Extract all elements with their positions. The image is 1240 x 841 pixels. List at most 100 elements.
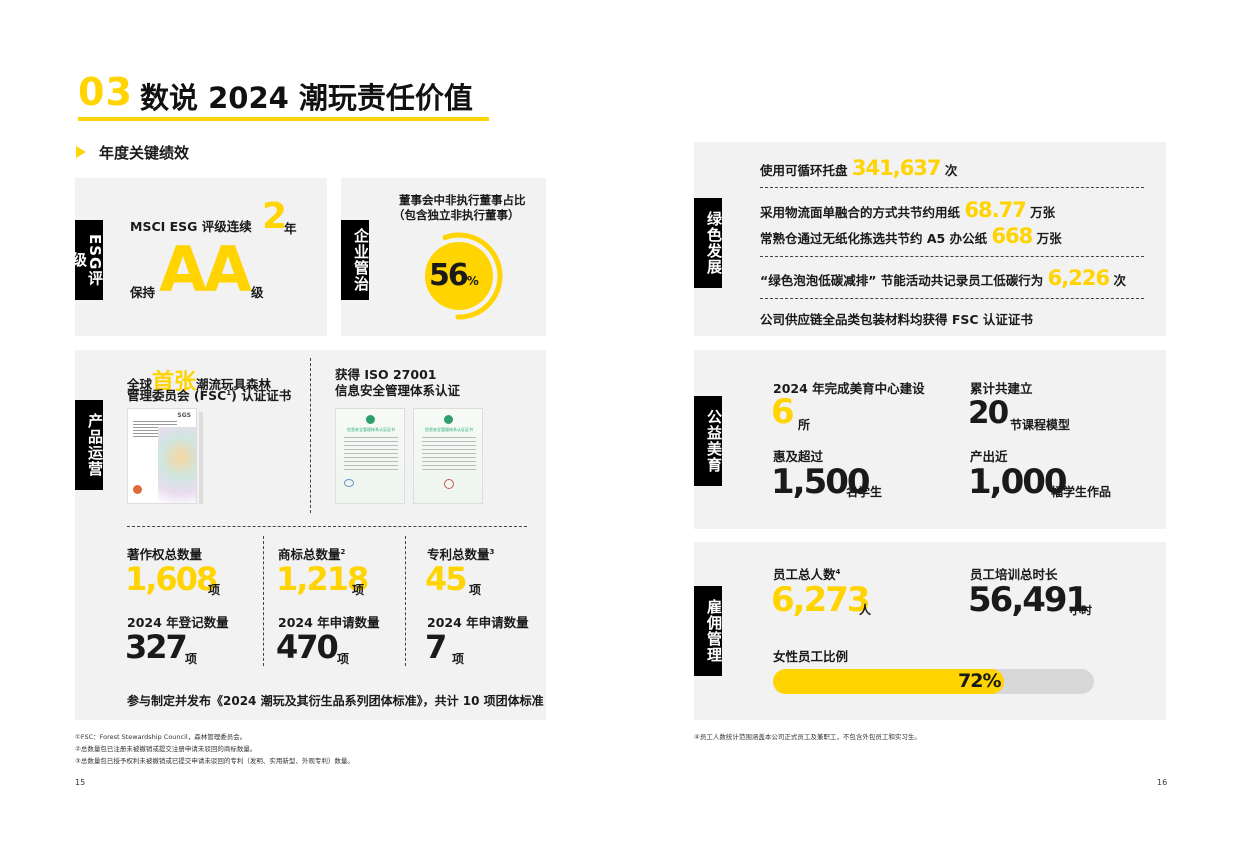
green-line4-text: “绿色泡泡低碳减排” 节能活动共记录员工低碳行为 <box>760 273 1044 288</box>
esg-line1-text: MSCI ESG 评级连续 <box>130 219 252 234</box>
footnote-2: ②总数量包已注册未被撤销或提交注册申请未驳回的商标数量。 <box>75 745 257 753</box>
welfare-c-label: 惠及超过 <box>773 449 824 464</box>
copyright-unit: 项 <box>208 583 221 597</box>
page-number-left: 15 <box>75 778 86 787</box>
governance-value-unit: % <box>466 274 479 288</box>
product-divider-horizontal <box>127 526 527 527</box>
esg-years-unit: 年 <box>284 221 297 236</box>
esg-years: 2 <box>262 196 287 237</box>
iso-cert-seal-icon <box>344 479 354 487</box>
employment-b-unit: 小时 <box>1070 604 1092 617</box>
trademark-value: 1,218 <box>276 560 369 598</box>
cert-art <box>158 427 196 503</box>
welfare-panel: 公益美育 2024 年完成美育中心建设 6 所 累计共建立 20 节课程模型 惠… <box>694 350 1166 529</box>
fsc-sup: 1 <box>226 388 232 397</box>
page-number-right: 16 <box>1157 778 1168 787</box>
footnote-1: ①FSC：Forest Stewardship Council，森林管理委员会。 <box>75 733 247 741</box>
copyright-label: 著作权总数量 <box>127 547 203 562</box>
fsc-line2: 管理委员会 (FSC1) 认证证书 <box>127 385 291 404</box>
patent-sub-label: 2024 年申请数量 <box>427 615 529 630</box>
green-line1-text: 使用可循环托盘 <box>760 163 848 178</box>
welfare-a-unit: 所 <box>798 418 811 432</box>
welfare-b-label: 累计共建立 <box>970 381 1033 396</box>
patent-sub-unit: 项 <box>452 652 465 666</box>
copyright-sub-label: 2024 年登记数量 <box>127 615 229 630</box>
trademark-label-text: 商标总数量 <box>278 547 341 562</box>
donut-arc <box>442 232 503 320</box>
trademark-sub-label: 2024 年申请数量 <box>278 615 380 630</box>
green-divider-2 <box>760 256 1144 257</box>
iso-cert-lines-2 <box>422 437 476 471</box>
green-line-4: “绿色泡泡低碳减排” 节能活动共记录员工低碳行为 6,226 次 <box>760 266 1126 290</box>
esg-rating-unit: 级 <box>251 285 264 300</box>
fsc-pre: 全球 <box>127 377 153 392</box>
iso-cert-logo-icon <box>366 415 375 424</box>
female-ratio-label: 女性员工比例 <box>773 649 849 664</box>
iso-cert-title-2: 信息安全管理体系认证证书 <box>425 427 473 432</box>
governance-donut <box>415 232 503 320</box>
employment-b-value: 56,491 <box>968 580 1089 620</box>
employment-a-label-text: 员工总人数 <box>773 567 836 582</box>
fsc-line2-text: 管理委员会 (FSC <box>127 388 227 403</box>
green-line-1: 使用可循环托盘 341,637 次 <box>760 156 957 180</box>
employment-b-label: 员工培训总时长 <box>970 567 1058 582</box>
employment-panel: 雇佣管理 员工总人数4 6,273 人 员工培训总时长 56,491 小时 女性… <box>694 542 1166 720</box>
employment-a-label: 员工总人数4 <box>773 564 840 583</box>
footnote-3: ③总数量包已授予权利未被撤销或已提交申请未驳回的专利（发明、实用新型、外观专利）… <box>75 757 354 765</box>
esg-tab: ESG评级 <box>70 220 104 300</box>
fsc-line2-post: ) 认证证书 <box>231 388 292 403</box>
iso-certificate-image-2: 信息安全管理体系认证证书 <box>413 408 483 504</box>
green-line-3: 常熟仓通过无纸化拣选共节约 A5 办公纸 668 万张 <box>760 224 1062 248</box>
green-line4-unit: 次 <box>1113 273 1126 288</box>
trademark-sub-value: 470 <box>276 628 339 666</box>
group-standard-text: 参与制定并发布《2024 潮玩及其衍生品系列团体标准》，共计 10 项团体标准 <box>127 694 544 708</box>
cert-stamp-icon <box>133 485 142 494</box>
green-line4-value: 6,226 <box>1047 266 1110 290</box>
esg-line2: 保持 <box>130 285 156 300</box>
governance-tab: 企业管治 <box>341 220 370 300</box>
green-line3-unit: 万张 <box>1036 231 1062 246</box>
fsc-highlight: 首张 <box>152 370 197 395</box>
welfare-c-unit: 名学生 <box>846 485 883 499</box>
governance-value-number: 56 <box>429 258 469 293</box>
iso-certificate-image-1: 信息安全管理体系认证证书 <box>335 408 405 504</box>
section-triangle-icon <box>76 146 86 158</box>
product-tab: 产品运营 <box>75 400 104 490</box>
copyright-value: 1,608 <box>125 560 218 598</box>
welfare-c-value: 1,500 <box>771 462 871 502</box>
female-ratio-fill <box>773 669 1004 694</box>
patent-label-text: 专利总数量 <box>427 547 490 562</box>
green-divider-1 <box>760 187 1144 188</box>
employment-a-sup: 4 <box>835 567 841 576</box>
welfare-d-unit: 幅学生作品 <box>1051 485 1112 499</box>
trademark-sub-unit: 项 <box>337 652 350 666</box>
fsc-line1: 全球首张潮流玩具森林 <box>127 364 271 396</box>
section-heading: 年度关键绩效 <box>99 144 190 162</box>
page-title: 数说 2024 潮玩责任价值 <box>140 81 473 115</box>
green-line2-text: 采用物流面单融合的方式共节约用纸 <box>760 205 961 220</box>
female-ratio-value: 72% <box>958 670 1001 692</box>
green-line3-text: 常熟仓通过无纸化拣选共节约 A5 办公纸 <box>760 231 988 246</box>
trademark-label: 商标总数量2 <box>278 544 345 563</box>
green-divider-3 <box>760 298 1144 299</box>
iso-cert-lines <box>344 437 398 471</box>
stats-divider-1 <box>263 536 264 666</box>
green-line1-value: 341,637 <box>851 156 942 180</box>
green-line2-unit: 万张 <box>1030 205 1056 220</box>
footnote-4: ④员工人数统计范围涵盖本公司正式员工及兼职工，不包含外包员工和实习生。 <box>694 733 921 741</box>
title-underline <box>78 117 489 121</box>
female-ratio-bar: 72% <box>773 669 1094 694</box>
green-line2-value: 68.77 <box>964 198 1026 222</box>
cert-shadow <box>199 412 203 504</box>
fsc-certificate-image: SGS <box>127 408 197 504</box>
green-tab: 绿色发展 <box>694 198 723 288</box>
green-line3-value: 668 <box>991 224 1033 248</box>
esg-line1: MSCI ESG 评级连续 <box>130 216 252 235</box>
welfare-d-label: 产出近 <box>970 449 1008 464</box>
iso-cert-title: 信息安全管理体系认证证书 <box>347 427 395 432</box>
fsc-post: 潮流玩具森林 <box>196 377 272 392</box>
trademark-unit: 项 <box>352 583 365 597</box>
governance-label-1: 董事会中非执行董事占比 <box>399 193 526 207</box>
patent-unit: 项 <box>469 583 482 597</box>
patent-sup: 3 <box>489 547 495 556</box>
